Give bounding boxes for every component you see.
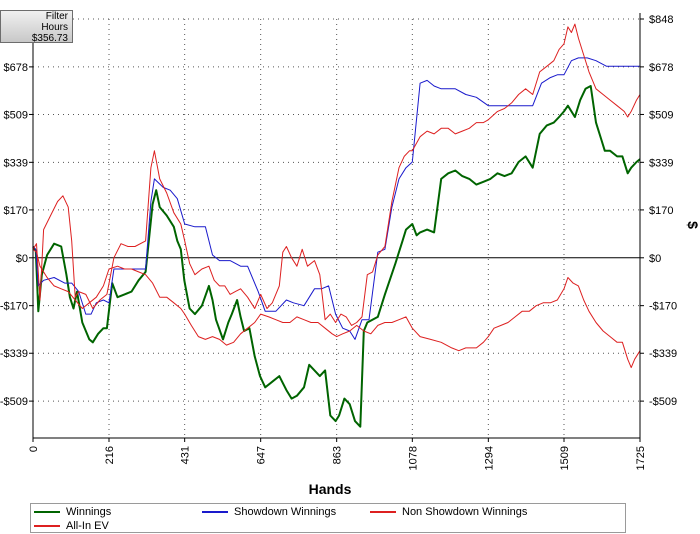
legend-label-showdown: Showdown Winnings [234, 506, 337, 518]
tick-labels: $848$848$678$678$509$509$339$339$170$170… [0, 14, 677, 470]
y-tick-label-right: $0 [649, 253, 661, 265]
legend-item-allin-ev: All-In EV [34, 520, 109, 532]
y-axis-label: $ [685, 221, 700, 229]
x-axis-label: Hands [309, 481, 352, 497]
y-tick-label-left: $0 [16, 253, 28, 265]
filter-summary-box[interactable]: Filter Hours $356.73 [0, 10, 73, 44]
legend-label-non-showdown: Non Showdown Winnings [402, 506, 528, 518]
y-tick-label-right: -$170 [649, 301, 677, 313]
x-tick-label: 1078 [407, 446, 419, 470]
x-tick-label: 0 [28, 446, 40, 452]
series-line-allin-ev [32, 23, 641, 326]
legend-item-non-showdown: Non Showdown Winnings [370, 506, 527, 518]
series-lines [32, 23, 641, 428]
x-tick-label: 647 [256, 446, 268, 464]
x-tick-label: 1725 [635, 446, 647, 470]
legend-swatch-non-showdown [370, 511, 396, 513]
x-tick-label: 863 [332, 446, 344, 464]
y-tick-label-right: $509 [649, 109, 673, 121]
y-tick-label-right: $678 [649, 62, 673, 74]
legend-label-allin-ev: All-In EV [66, 520, 109, 532]
series-line-winnings [32, 85, 641, 428]
grid-lines [32, 18, 641, 438]
y-tick-label-left: $339 [4, 157, 28, 169]
plot-frame [29, 13, 644, 442]
x-tick-label: 1294 [483, 446, 495, 470]
y-tick-label-left: $678 [4, 62, 28, 74]
x-tick-label: 431 [180, 446, 192, 464]
legend-label-winnings: Winnings [66, 506, 112, 518]
filter-label: Filter [45, 11, 68, 22]
chart-legend: Winnings Showdown Winnings Non Showdown … [30, 503, 626, 533]
y-tick-label-left: $509 [4, 109, 28, 121]
y-tick-label-right: $339 [649, 157, 673, 169]
y-tick-label-right: -$509 [649, 396, 677, 408]
y-tick-label-left: -$339 [0, 348, 28, 360]
legend-swatch-winnings [34, 511, 60, 513]
y-tick-label-left: $170 [4, 205, 28, 217]
y-tick-label-right: $848 [649, 14, 673, 26]
y-tick-label-right: -$339 [649, 348, 677, 360]
legend-item-winnings: Winnings [34, 506, 111, 518]
y-tick-label-left: -$509 [0, 396, 28, 408]
x-tick-label: 1509 [559, 446, 571, 470]
series-line-showdown [32, 57, 640, 340]
filter-amount: $356.73 [31, 33, 68, 44]
y-tick-label-left: -$170 [0, 301, 28, 313]
y-tick-label-right: $170 [649, 205, 673, 217]
series-line-non-showdown [32, 248, 641, 369]
legend-swatch-allin-ev [34, 525, 60, 527]
filter-period: Hours [41, 22, 68, 33]
x-tick-label: 216 [104, 446, 116, 464]
legend-item-showdown: Showdown Winnings [202, 506, 336, 518]
legend-swatch-showdown [202, 511, 228, 513]
